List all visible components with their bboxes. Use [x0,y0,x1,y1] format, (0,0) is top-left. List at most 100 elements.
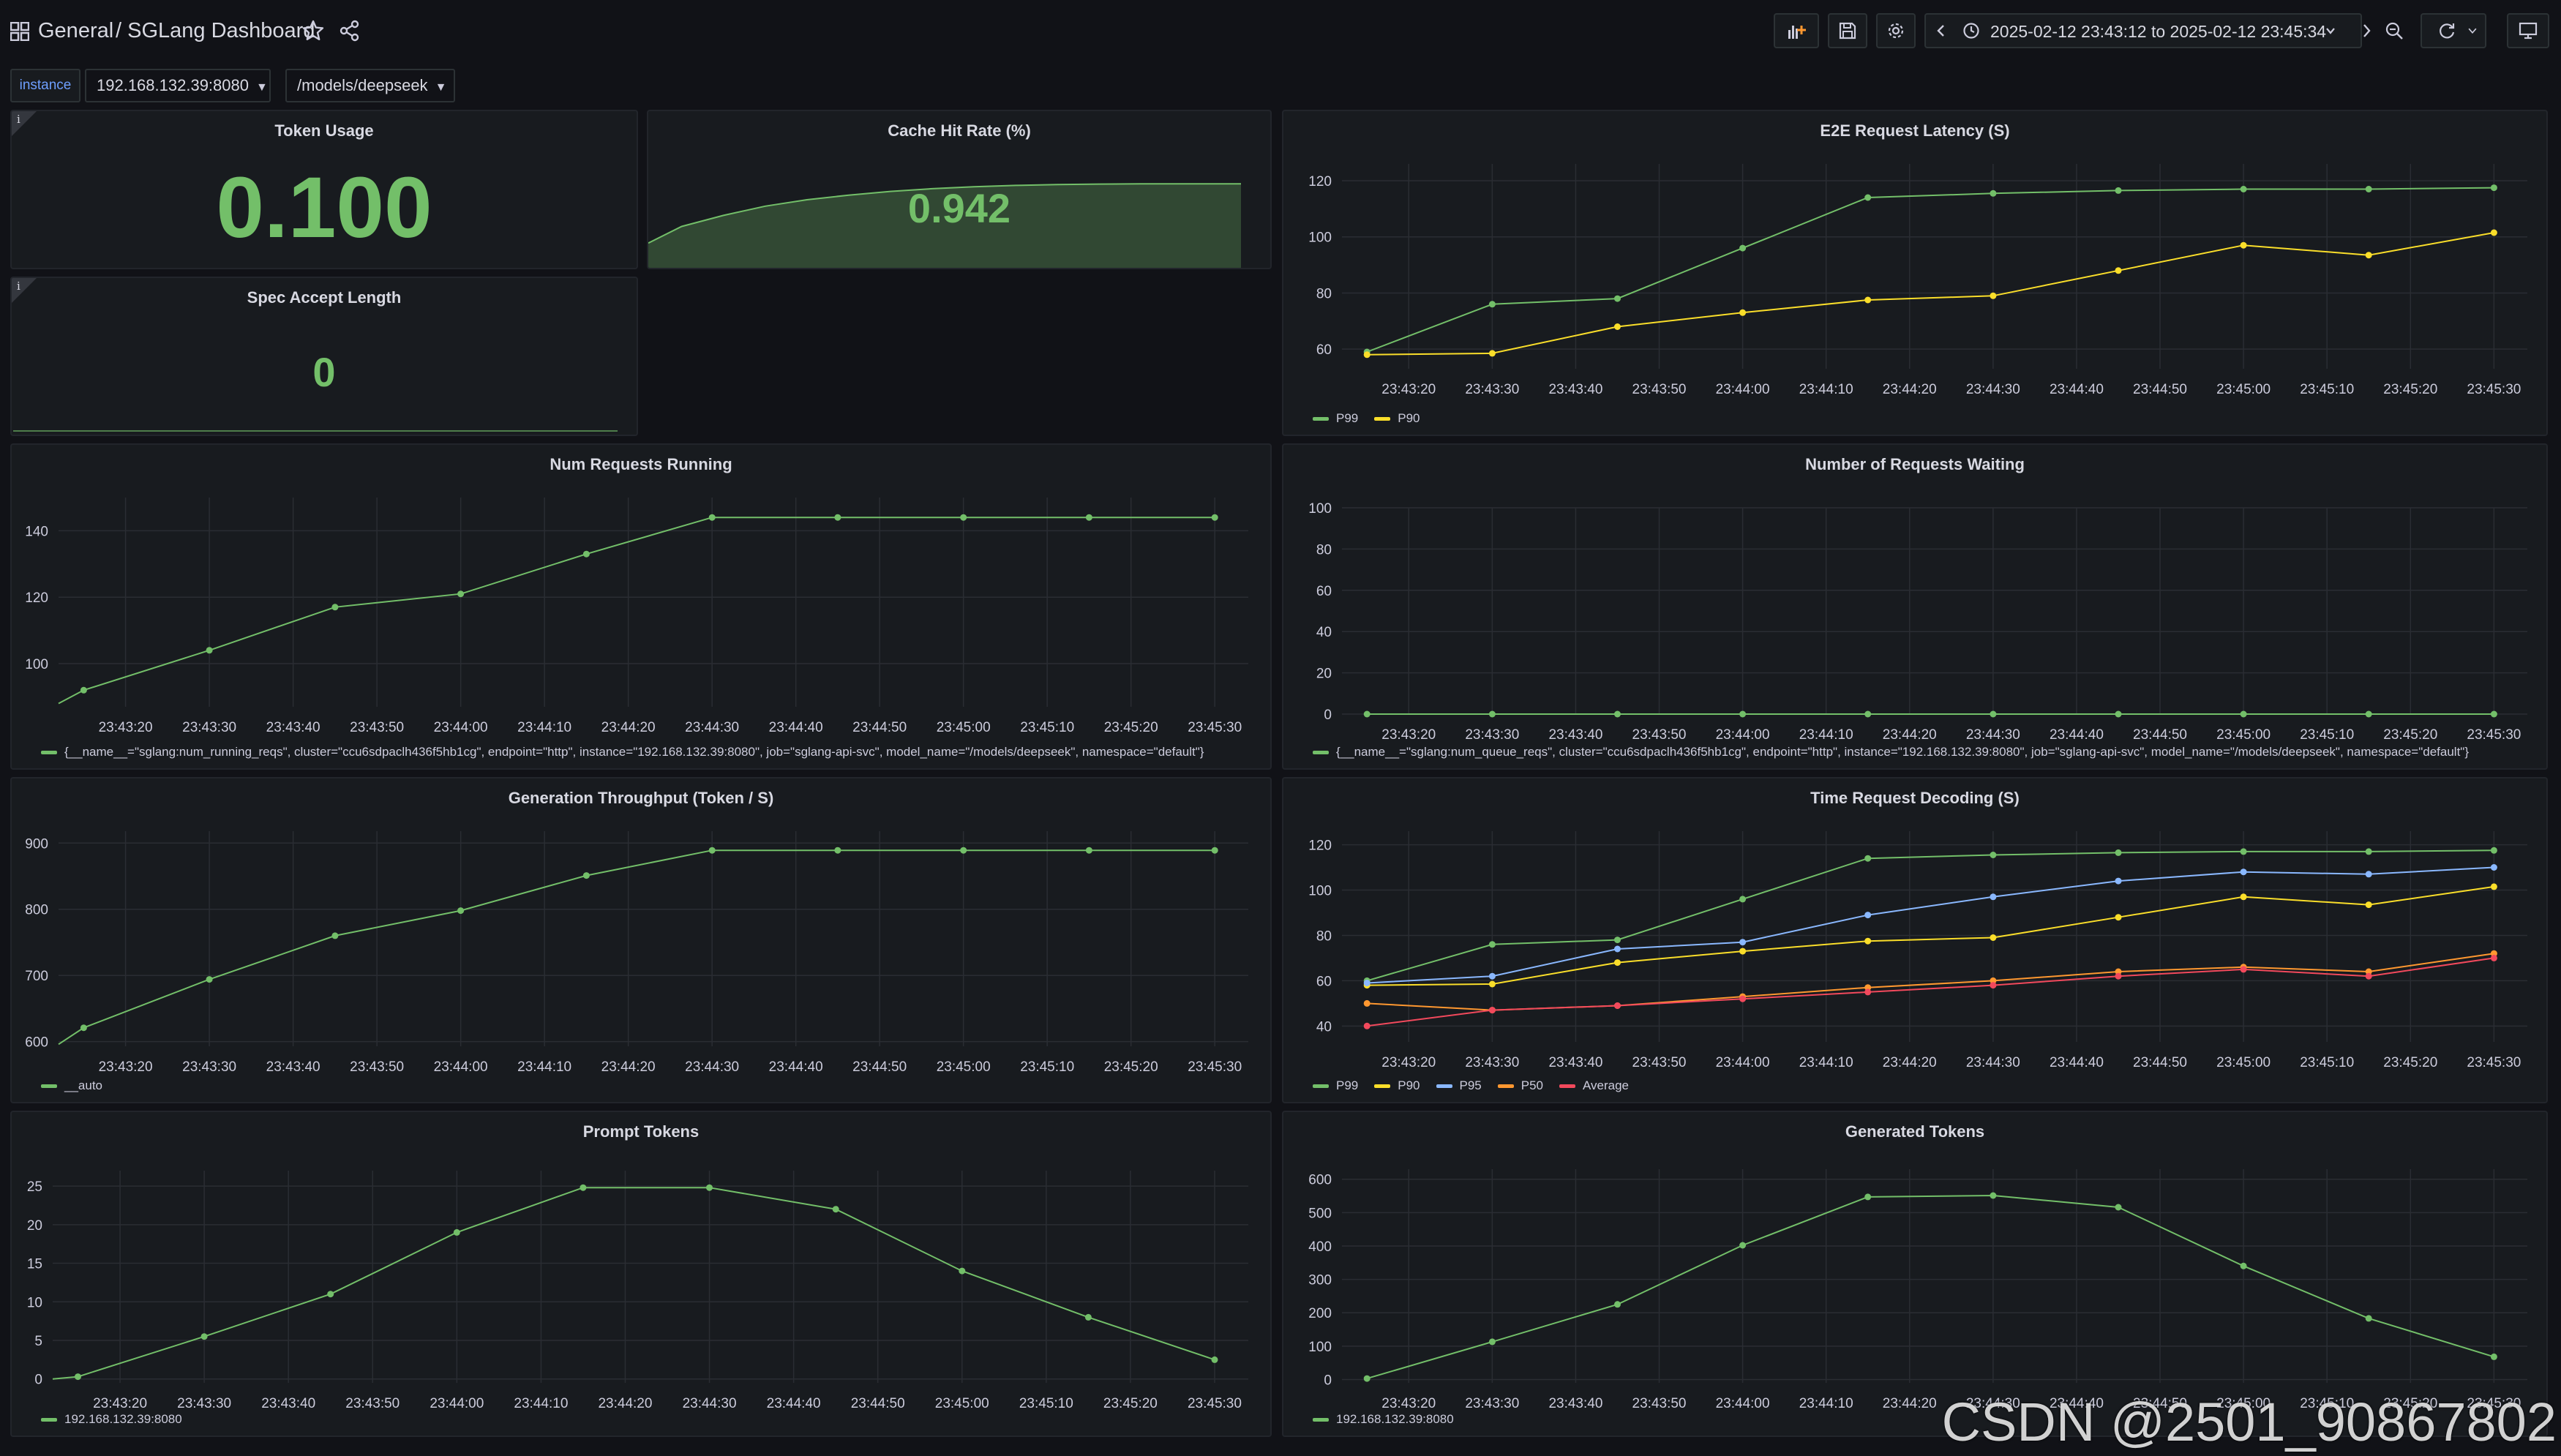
legend-item[interactable]: 192.168.132.39:8080 [1313,1412,1454,1427]
data-point [1990,977,1997,984]
refresh-icon [2440,23,2455,39]
data-point [2490,950,2497,957]
panel-generated-tokens[interactable]: Generated Tokens 0 100 200 300 400 500 600 23:4… [1282,1111,2548,1437]
dashboard-settings-button[interactable] [1876,13,1916,48]
series-line [1367,953,2494,1011]
chart-legend: 192.168.132.39:8080 [1313,1412,2539,1431]
series-line [1367,232,2494,356]
legend-item[interactable]: {__name__="sglang:num_running_reqs", clu… [41,745,1204,759]
data-point [80,1024,87,1032]
legend-item[interactable]: Average [1559,1078,1629,1093]
data-point [1488,941,1496,948]
data-point [331,604,339,611]
star-icon[interactable] [301,19,325,42]
share-icon[interactable] [338,19,361,42]
info-icon[interactable]: i [17,279,20,293]
instance-variable-select[interactable]: 192.168.132.39:8080 ▼ [85,69,271,102]
data-point [706,1184,713,1191]
zoom-out-icon [2385,22,2403,40]
panel-e2e-request-latency[interactable]: E2E Request Latency (S) 60 80 100 120 23:43:… [1282,110,2548,436]
legend-label: __auto [64,1078,102,1092]
x-tick-label: 23:44:10 [514,1396,568,1411]
legend-item[interactable]: P95 [1436,1078,1482,1093]
dashboard-title[interactable]: / SGLang Dashboard [116,19,315,42]
save-dashboard-button[interactable] [1828,13,1867,48]
data-point [1739,947,1747,955]
data-point [1990,934,1997,941]
x-tick-label: 23:44:50 [851,1396,905,1411]
data-point [2115,849,2122,856]
legend-item[interactable]: 192.168.132.39:8080 [41,1412,182,1427]
sparkline-line [648,183,1241,244]
legend-swatch [1436,1084,1452,1089]
series-line [1366,187,2494,353]
panel-time-request-decoding[interactable]: Time Request Decoding (S) 40 60 80 100 120 23… [1282,777,2548,1103]
legend-item[interactable]: P99 [1313,1078,1358,1093]
time-forward-button[interactable] [2350,13,2382,48]
data-point [2240,893,2247,901]
legend-label: P95 [1459,1078,1482,1092]
panel-title: Spec Accept Length [247,288,402,307]
x-tick-label: 23:45:30 [1188,1059,1242,1075]
refresh-dashboard-button[interactable] [2421,13,2486,48]
panel-info-corner[interactable] [12,278,37,303]
x-tick-label: 23:44:30 [1966,382,2020,397]
data-point [2115,914,2122,921]
x-tick-label: 23:43:20 [99,1059,153,1075]
time-range-picker[interactable]: 2025-02-12 23:43:12 to 2025-02-12 23:45:… [1924,13,2362,48]
panel-info-corner[interactable] [12,111,37,136]
panel-spec-accept-length[interactable]: i Spec Accept Length 0 [10,277,638,436]
legend-label: P50 [1521,1078,1543,1092]
breadcrumb-folder[interactable]: General [38,19,114,42]
info-icon[interactable]: i [17,113,20,126]
x-tick-label: 23:45:30 [2467,1396,2521,1411]
data-point [2115,877,2122,885]
zoom-out-button[interactable] [2378,13,2410,48]
x-tick-label: 23:44:40 [2050,1396,2104,1411]
data-point [2490,710,2497,718]
data-point [1990,710,1997,718]
panel-generation-throughput[interactable]: Generation Throughput (Token / S) 600 700… [10,777,1272,1103]
x-tick-label: 23:43:40 [1548,727,1602,743]
data-point [1864,988,1872,996]
tv-mode-button[interactable] [2507,13,2549,48]
data-point [1990,982,1997,989]
add-panel-button[interactable] [1774,13,1819,48]
chart-legend: {__name__="sglang:num_running_reqs", clu… [41,745,1263,764]
dashboards-grid-icon[interactable] [10,22,29,41]
x-tick-label: 23:43:20 [1381,1055,1436,1070]
chevron-left-icon[interactable] [1933,23,1949,39]
legend-item[interactable]: P50 [1497,1078,1543,1093]
data-point [1739,710,1747,718]
data-point [2490,883,2497,890]
panel-requests-waiting[interactable]: Number of Requests Waiting 0 20 40 60 80 100 2… [1282,443,2548,770]
panel-num-requests-running[interactable]: Num Requests Running 100 120 140 23:43:20 23… [10,443,1272,770]
legend-item[interactable]: __auto [41,1078,102,1093]
x-tick-label: 23:44:10 [1799,382,1853,397]
data-point [1488,301,1496,308]
x-tick-label: 23:44:20 [1883,1055,1937,1070]
x-tick-label: 23:44:00 [1716,382,1770,397]
panel-prompt-tokens[interactable]: Prompt Tokens 0 5 10 15 20 25 23:43:20 23:43:30… [10,1111,1272,1437]
panel-token-usage[interactable]: i Token Usage 0.100 [10,110,638,269]
legend-item[interactable]: P99 [1313,411,1358,426]
data-point [960,847,967,854]
monitor-icon [2519,22,2538,40]
x-tick-label: 23:45:30 [2467,1055,2521,1070]
y-tick-label: 80 [1316,286,1332,301]
data-point [582,872,590,879]
data-point [2365,871,2372,878]
x-tick-label: 23:44:10 [517,1059,571,1075]
legend-item[interactable]: P90 [1374,411,1420,426]
chevron-down-icon[interactable] [2324,24,2337,37]
model-variable-select[interactable]: /models/deepseek ▼ [285,69,455,102]
legend-item[interactable]: {__name__="sglang:num_queue_reqs", clust… [1313,745,2469,759]
data-point [1363,1375,1371,1382]
panel-cache-hit-rate[interactable]: Cache Hit Rate (%) 0.942 [647,110,1272,269]
legend-swatch [1313,1418,1329,1422]
chart-legend: P99 P90 [1313,411,2539,430]
x-tick-label: 23:43:20 [93,1396,147,1411]
refresh-interval-chevron-icon[interactable] [2466,24,2479,37]
legend-item[interactable]: P90 [1374,1078,1420,1093]
x-tick-label: 23:45:10 [1019,1396,1073,1411]
